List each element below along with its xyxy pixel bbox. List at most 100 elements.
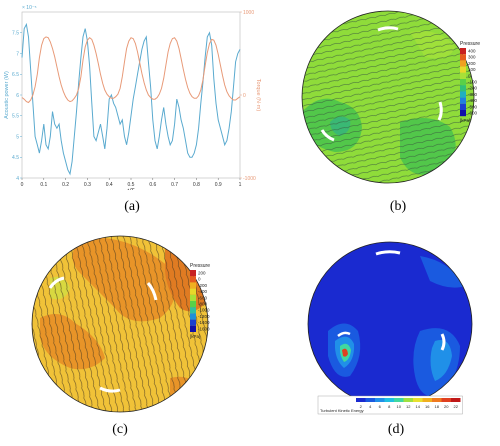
- legend-swatch: [190, 282, 196, 289]
- left-tick-label: 7: [16, 51, 19, 57]
- pressure-contour-c: Pressure2000-200-400-600-800-1000-1200-1…: [31, 235, 210, 413]
- legend-title: Pressure: [460, 41, 480, 47]
- x-tick-label: 0.5: [128, 182, 135, 188]
- blade-shape: [99, 386, 121, 393]
- caption-a: (a): [124, 199, 140, 214]
- legend-level: -600: [198, 295, 208, 300]
- x-axis-label: t/T: [128, 189, 135, 190]
- legend-level: 18: [435, 404, 440, 409]
- legend-level: -400: [468, 98, 478, 103]
- legend-title: Turbulent Kinetic Energy: [320, 408, 364, 413]
- legend-level: 6: [379, 404, 382, 409]
- legend-swatch: [413, 398, 423, 402]
- legend-swatch: [460, 79, 466, 86]
- blade-shape: [437, 101, 443, 121]
- legend-swatch: [190, 301, 196, 308]
- legend-level: -800: [198, 302, 208, 307]
- left-tick-label: 7.5: [12, 31, 19, 37]
- legend-unit: [kPa]: [190, 334, 200, 339]
- legend-swatch: [365, 398, 375, 402]
- legend-level: 2: [360, 404, 363, 409]
- legend-level: -200: [198, 283, 208, 288]
- legend-swatch: [190, 270, 196, 277]
- x-tick-label: 1: [239, 182, 242, 188]
- legend-swatch: [384, 398, 394, 402]
- legend-swatch: [190, 294, 196, 301]
- x-tick-label: 0.9: [215, 182, 222, 188]
- left-tick-label: 6: [16, 93, 19, 99]
- legend-level: -200: [468, 86, 478, 91]
- legend-level: 400: [468, 49, 476, 54]
- legend-swatch: [190, 307, 196, 314]
- x-tick-label: 0.2: [62, 182, 69, 188]
- legend-swatch: [190, 325, 196, 332]
- legend-swatch: [460, 97, 466, 104]
- legend-swatch: [403, 398, 413, 402]
- legend-level: -1000: [198, 308, 210, 313]
- blade-shape: [337, 331, 351, 337]
- tke-contour-d: 2 4 6 8 10 12 14 16 18 20 22 Turbulent Kinetic Ener…: [307, 241, 473, 415]
- legend-swatch: [451, 398, 461, 402]
- left-tick-label: 4: [16, 176, 19, 182]
- left-tick-label: 5: [16, 134, 19, 140]
- legend-swatch: [394, 398, 404, 402]
- caption-d: (d): [387, 422, 405, 437]
- legend-level: 22: [454, 404, 459, 409]
- legend-level: 4: [369, 404, 372, 409]
- legend-swatch: [432, 398, 442, 402]
- legend-level: 100: [468, 67, 476, 72]
- blade-shape: [440, 333, 446, 351]
- right-tick-label: -1000: [243, 176, 256, 182]
- right-axis-label: Torque (N·m): [255, 79, 261, 112]
- panel-d: 2 4 6 8 10 12 14 16 18 20 22 Turbulent Kinetic Ener…: [300, 236, 500, 421]
- pressure-legend: Pressure2000-200-400-600-800-1000-1200-1…: [190, 263, 210, 339]
- right-tick-label: 0: [243, 93, 246, 99]
- legend-level: 8: [388, 404, 391, 409]
- legend-swatch: [460, 91, 466, 98]
- legend-level: -400: [198, 289, 208, 294]
- legend-swatch: [190, 319, 196, 326]
- torque-line: [21, 36, 241, 104]
- legend-swatch: [356, 398, 366, 402]
- legend-unit: [kPa]: [460, 118, 470, 123]
- legend-swatch: [460, 110, 466, 117]
- legend-swatch: [460, 60, 466, 67]
- legend-level: -1400: [198, 320, 210, 325]
- legend-level: -1200: [198, 314, 210, 319]
- caption-b: (b): [389, 199, 407, 214]
- legend-level: 14: [416, 404, 421, 409]
- legend-swatch: [460, 85, 466, 92]
- acoustic-torque-chart: 0 0.1 0.2 0.3 0.4 0.5 0.6 0.7 0.8 0.9 1 4 4.5 5 5.5 6 6.…: [4, 5, 261, 195]
- legend-swatch: [190, 276, 196, 283]
- legend-swatch: [460, 66, 466, 73]
- legend-level: 12: [406, 404, 411, 409]
- legend-level: -100: [468, 80, 478, 85]
- blade-shape: [146, 282, 158, 301]
- panel-b: Pressure 400 300 200 100 0 -100 -200 -300 -400 -50…: [290, 2, 500, 192]
- panel-a: 0 0.1 0.2 0.3 0.4 0.5 0.6 0.7 0.8 0.9 1 4 4.5 5 5.5 6 6.…: [0, 0, 262, 195]
- legend-level: -500: [468, 104, 478, 109]
- legend-level: 0: [198, 277, 201, 282]
- legend-swatch: [460, 72, 466, 79]
- blade-shape: [320, 129, 335, 142]
- legend-level: -300: [468, 92, 478, 97]
- x-tick-label: 0.7: [171, 182, 178, 188]
- legend-swatch: [190, 313, 196, 320]
- legend-level: -600: [468, 111, 478, 116]
- panel-c: Pressure 200 0 -200 -400 -600 -800 -1000 -1200 -1…: [20, 228, 260, 418]
- tke-legend: 2 4 6 8 10 12 14 16 18 20 22 Turbulent Kinetic Ener…: [317, 395, 463, 415]
- legend-title: Pressure: [190, 263, 210, 269]
- legend-level: 10: [397, 404, 402, 409]
- x-tick-label: 0.4: [106, 182, 113, 188]
- x-tick-label: 0.1: [40, 182, 47, 188]
- legend-swatch: [460, 54, 466, 61]
- legend-swatch: [375, 398, 385, 402]
- legend-swatch: [460, 48, 466, 55]
- x-tick-label: 0.6: [149, 182, 156, 188]
- legend-level: 20: [444, 404, 449, 409]
- legend-level: 16: [425, 404, 430, 409]
- legend-swatch: [460, 103, 466, 110]
- x-tick-label: 0.3: [84, 182, 91, 188]
